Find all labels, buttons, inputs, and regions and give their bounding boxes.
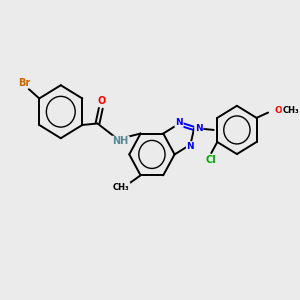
Text: Cl: Cl: [206, 155, 217, 165]
Text: N: N: [175, 118, 183, 127]
Text: CH₃: CH₃: [283, 106, 299, 115]
Text: NH: NH: [112, 136, 129, 146]
Text: Br: Br: [18, 78, 30, 88]
Text: CH₃: CH₃: [113, 183, 130, 192]
Text: O: O: [275, 106, 283, 115]
Text: N: N: [187, 142, 194, 151]
Text: O: O: [97, 96, 106, 106]
Text: N: N: [195, 124, 202, 133]
